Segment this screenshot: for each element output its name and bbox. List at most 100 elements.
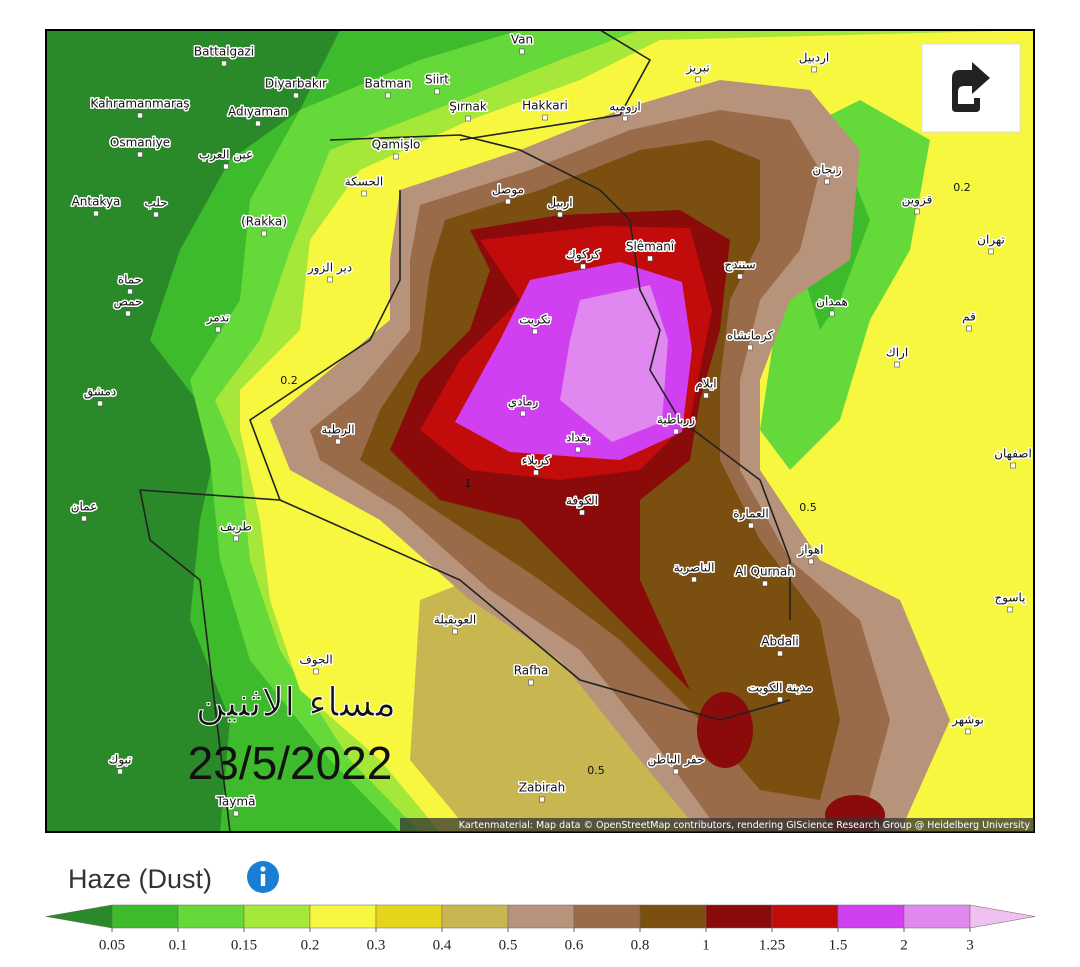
- legend-tick-label: 1.5: [829, 937, 848, 953]
- legend-segment: [639, 904, 707, 929]
- dust-zone: [560, 285, 668, 442]
- city-label: Taymā: [216, 795, 256, 809]
- city-label: زرباطية: [657, 413, 695, 428]
- legend-segment: [375, 904, 443, 929]
- legend-segment: [705, 904, 773, 929]
- dust-zone: [697, 692, 753, 768]
- share-icon[interactable]: [952, 62, 990, 112]
- city-marker: [361, 190, 367, 197]
- info-icon-dot[interactable]: [260, 866, 266, 872]
- city-label: Slêmanî: [626, 240, 675, 254]
- city-marker: [673, 428, 679, 435]
- legend-segment: [441, 904, 509, 929]
- city-label: دمشق: [84, 385, 116, 400]
- city-label: اربيل: [547, 196, 572, 211]
- city-marker: [519, 48, 525, 55]
- city-marker: [811, 66, 817, 73]
- city-label: الناصرية: [674, 561, 715, 576]
- legend-tick-label: 0.6: [565, 937, 584, 953]
- legend-tick-label: 0.2: [301, 937, 320, 953]
- city-marker: [117, 768, 123, 775]
- city-label: الحسكة: [345, 175, 384, 189]
- city-marker: [137, 151, 143, 158]
- legend-segment: [177, 904, 245, 929]
- info-icon-stem[interactable]: [260, 874, 266, 886]
- city-marker: [532, 328, 538, 335]
- city-label: ياسوج: [995, 591, 1026, 606]
- legend-arrow-high: [969, 904, 1036, 929]
- city-marker: [215, 326, 221, 333]
- legend-title: Haze (Dust): [68, 864, 212, 894]
- city-marker: [93, 210, 99, 217]
- city-label: Qamişlo: [372, 138, 421, 152]
- city-label: Kahramanmaraş: [90, 97, 189, 111]
- city-marker: [542, 114, 548, 121]
- city-marker: [255, 120, 261, 127]
- city-label: همدان: [816, 295, 848, 309]
- legend-tick-label: 2: [900, 937, 908, 953]
- city-marker: [777, 650, 783, 657]
- city-label: Hakkari: [522, 99, 568, 113]
- city-label: حفر الباطن: [648, 753, 705, 768]
- legend-segment: [771, 904, 839, 929]
- share-button-box[interactable]: [921, 43, 1021, 133]
- city-marker: [221, 60, 227, 67]
- city-label: Diyarbakır: [265, 77, 327, 91]
- city-label: Al Qurnah: [735, 565, 795, 579]
- city-marker: [647, 255, 653, 262]
- city-marker: [125, 310, 131, 317]
- city-label: دير الزور: [307, 261, 352, 276]
- share-button[interactable]: [921, 43, 1021, 133]
- city-marker: [988, 248, 994, 255]
- city-marker: [97, 400, 103, 407]
- city-marker: [327, 276, 333, 283]
- city-label: Antakya: [72, 195, 121, 209]
- city-label: سنندج: [724, 258, 755, 272]
- city-label: قزوين: [902, 193, 933, 208]
- city-marker: [233, 535, 239, 542]
- attribution-bar: [400, 818, 1034, 832]
- city-marker: [452, 628, 458, 635]
- city-marker: [233, 810, 239, 817]
- legend-segment: [507, 904, 575, 929]
- borders: [139, 30, 791, 832]
- city-label: حمص: [113, 295, 142, 310]
- city-label: Battalgazi: [194, 45, 254, 59]
- city-label: Siirt: [425, 73, 449, 87]
- city-label: العمارة: [733, 507, 768, 522]
- city-marker: [762, 580, 768, 587]
- city-label: بغداد: [566, 431, 590, 445]
- city-marker: [747, 344, 753, 351]
- legend-tick-label: 0.1: [169, 937, 188, 953]
- city-label: عمان: [71, 500, 98, 514]
- city-label: ايلام: [695, 377, 716, 391]
- city-marker: [808, 558, 814, 565]
- city-marker: [127, 288, 133, 295]
- city-label: حلب: [144, 196, 167, 210]
- city-marker: [622, 115, 628, 122]
- legend-tick-label: 0.3: [367, 937, 386, 953]
- city-label: حماة: [118, 273, 142, 287]
- legend-tick-label: 1: [702, 937, 710, 953]
- city-marker: [539, 796, 545, 803]
- city-label: اراك: [886, 346, 908, 361]
- city-marker: [575, 446, 581, 453]
- city-label: تكريت: [519, 313, 551, 328]
- city-marker: [579, 509, 585, 516]
- info-button[interactable]: [247, 861, 279, 893]
- contour-label: 0.2: [953, 181, 971, 194]
- city-marker: [829, 310, 835, 317]
- city-marker: [737, 273, 743, 280]
- contour-label: 0.5: [799, 501, 817, 514]
- city-label: اهواز: [798, 543, 824, 558]
- city-label: Adıyaman: [228, 105, 288, 119]
- city-label: الرطبة: [321, 423, 354, 438]
- city-label: الكوفة: [566, 494, 598, 509]
- legend-tick-label: 0.15: [231, 937, 257, 953]
- city-label: بوشهر: [951, 713, 984, 728]
- city-marker: [261, 230, 267, 237]
- city-marker: [748, 522, 754, 529]
- city-label: Osmaniye: [110, 136, 170, 150]
